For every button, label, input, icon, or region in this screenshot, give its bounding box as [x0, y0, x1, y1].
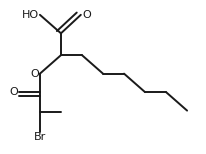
Text: Br: Br	[34, 132, 46, 142]
Text: O: O	[9, 87, 18, 97]
Text: O: O	[30, 69, 39, 79]
Text: O: O	[82, 10, 91, 20]
Text: HO: HO	[22, 10, 39, 20]
